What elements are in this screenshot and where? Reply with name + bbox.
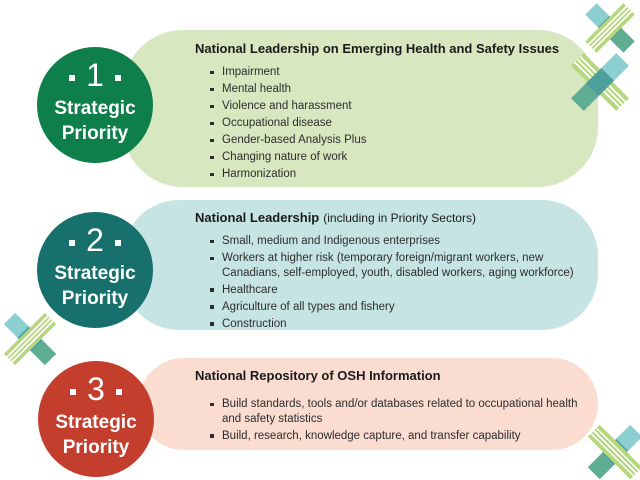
number-accent-square — [114, 239, 121, 246]
priority-2-title: National Leadership (including in Priorit… — [195, 209, 590, 227]
bullet-item: Mental health — [210, 82, 598, 97]
bullet-item: Small, medium and Indigenous enterprises — [210, 234, 598, 249]
bullet-item: Harmonization — [210, 167, 598, 182]
bullet-item: Impairment — [210, 65, 598, 80]
badge-label-line2: Priority — [61, 123, 129, 144]
bullet-item: Changing nature of work — [210, 150, 598, 165]
priority-3-badge: 3 Strategic Priority — [38, 361, 154, 477]
panel-title: National Leadership — [195, 210, 320, 225]
priority-1-badge: 1 Strategic Priority — [37, 47, 153, 163]
panel-title: National Repository of OSH Information — [195, 368, 441, 383]
bullet-item: Healthcare — [210, 283, 598, 298]
bullet-item: Violence and harassment — [210, 99, 598, 114]
priority-3-title: National Repository of OSH Information — [195, 367, 590, 385]
priority-3-panel: National Repository of OSH Information B… — [138, 358, 598, 450]
priority-1-title: National Leadership on Emerging Health a… — [195, 40, 590, 58]
priority-2-badge: 2 Strategic Priority — [37, 212, 153, 328]
priority-1-bullet-list: Impairment Mental health Violence and ha… — [195, 65, 598, 182]
bullet-item: Workers at higher risk (temporary foreig… — [210, 251, 598, 280]
priority-3-number-row: 3 — [38, 371, 154, 407]
bullet-item: Construction — [210, 317, 598, 332]
panel-title-note: (including in Priority Sectors) — [323, 211, 476, 225]
number-accent-square — [114, 74, 121, 81]
bullet-item: Build, research, knowledge capture, and … — [210, 429, 598, 444]
bullet-item: Build standards, tools and/or databases … — [210, 397, 598, 426]
priority-3-bullet-list: Build standards, tools and/or databases … — [195, 397, 598, 443]
badge-label-line2: Priority — [61, 288, 129, 309]
priority-1-number-row: 1 — [37, 57, 153, 93]
priority-2-number-row: 2 — [37, 222, 153, 258]
priority-number: 1 — [86, 57, 104, 93]
panel-title: National Leadership on Emerging Health a… — [195, 41, 560, 56]
bullet-item: Gender-based Analysis Plus — [210, 133, 598, 148]
bullet-item: Occupational disease — [210, 116, 598, 131]
priority-number: 3 — [87, 371, 105, 407]
number-accent-square — [70, 388, 77, 395]
priority-2-bullet-list: Small, medium and Indigenous enterprises… — [195, 234, 598, 331]
badge-label-line1: Strategic — [54, 263, 136, 284]
priority-number: 2 — [86, 222, 104, 258]
number-accent-square — [69, 239, 76, 246]
badge-label-line2: Priority — [62, 437, 130, 458]
priority-1-panel: National Leadership on Emerging Health a… — [123, 30, 598, 187]
badge-label-line1: Strategic — [54, 98, 136, 119]
number-accent-square — [69, 74, 76, 81]
priority-2-panel: National Leadership (including in Priorit… — [123, 200, 598, 330]
badge-label-line1: Strategic — [55, 412, 137, 433]
number-accent-square — [115, 388, 122, 395]
bullet-item: Agriculture of all types and fishery — [210, 300, 598, 315]
